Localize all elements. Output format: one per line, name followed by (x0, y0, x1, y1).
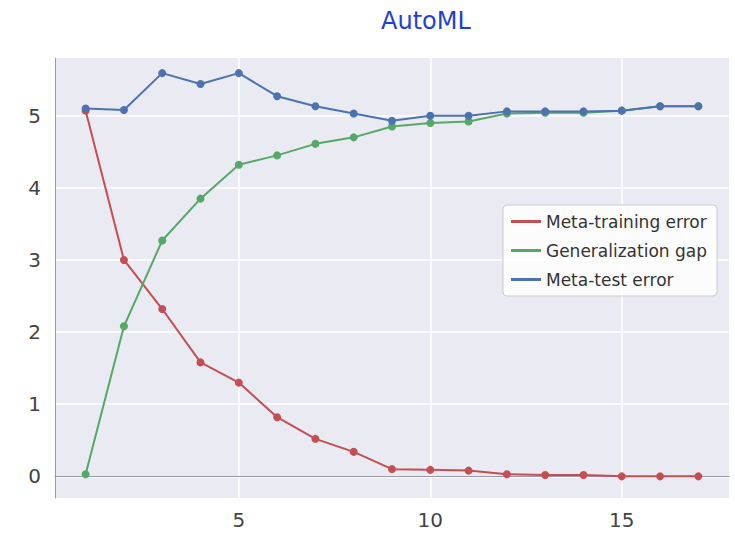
svg-text:Generalization gap: Generalization gap (546, 241, 707, 261)
svg-text:15: 15 (609, 508, 634, 532)
svg-text:4: 4 (28, 176, 41, 200)
svg-text:5: 5 (232, 508, 245, 532)
svg-text:Meta-test error: Meta-test error (546, 270, 674, 290)
svg-text:Meta-training error: Meta-training error (546, 212, 707, 232)
svg-text:3: 3 (28, 248, 41, 272)
svg-text:0: 0 (28, 464, 41, 488)
svg-text:1: 1 (28, 392, 41, 416)
svg-text:AutoML: AutoML (381, 7, 471, 35)
svg-text:10: 10 (418, 508, 443, 532)
svg-text:2: 2 (28, 320, 41, 344)
svg-text:5: 5 (28, 104, 41, 128)
